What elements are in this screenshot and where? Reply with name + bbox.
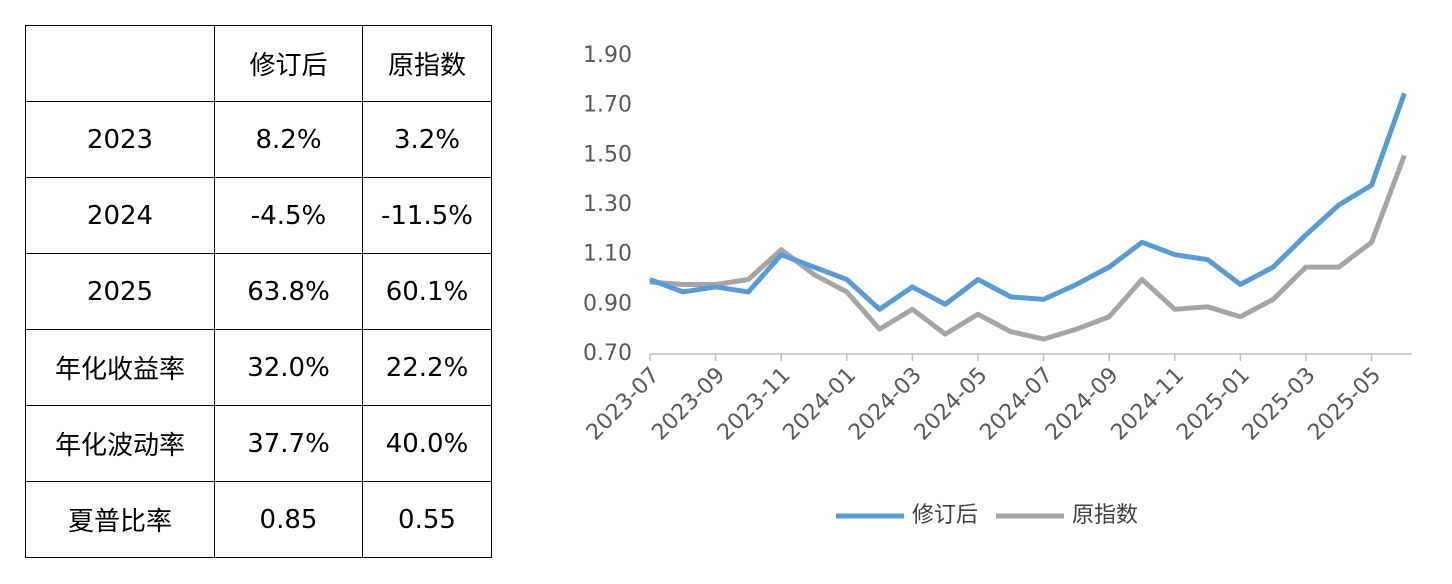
table-cell: 8.2%: [214, 101, 363, 178]
table-row: 2024 -4.5% -11.5%: [25, 177, 492, 254]
table-row: 年化波动率 37.7% 40.0%: [25, 405, 492, 482]
table-cell: 3.2%: [362, 101, 492, 178]
table-cell: 2023: [25, 101, 215, 178]
y-tick-label: 0.90: [583, 291, 632, 316]
table-cell: 夏普比率: [25, 481, 215, 558]
table-row: 2025 63.8% 60.1%: [25, 253, 492, 330]
y-tick-label: 0.70: [583, 341, 632, 366]
table-cell: [25, 25, 215, 102]
table-row: 年化收益率 32.0% 22.2%: [25, 329, 492, 406]
table-row: 2023 8.2% 3.2%: [25, 101, 492, 178]
table-cell: 年化收益率: [25, 329, 215, 406]
legend-label: 原指数: [1072, 503, 1138, 528]
y-tick-label: 1.30: [583, 192, 632, 217]
table-cell: 2025: [25, 253, 215, 330]
y-tick-label: 1.90: [583, 43, 632, 68]
table-cell: 0.85: [214, 481, 363, 558]
table-cell: 32.0%: [214, 329, 363, 406]
table-cell: 22.2%: [362, 329, 492, 406]
table-cell: 0.55: [362, 481, 492, 558]
legend-label: 修订后: [912, 503, 978, 528]
table-cell: 37.7%: [214, 405, 363, 482]
series-line: [649, 154, 1407, 342]
stats-table: 修订后 原指数 2023 8.2% 3.2% 2024 -4.5% -11.5% 2025 63.…: [25, 25, 492, 558]
table-cell: 63.8%: [214, 253, 363, 330]
y-tick-label: 1.50: [583, 142, 632, 167]
y-tick-label: 1.10: [583, 242, 632, 267]
table-cell: 2024: [25, 177, 215, 254]
table-row: 夏普比率 0.85 0.55: [25, 481, 492, 558]
table-cell: -11.5%: [362, 177, 492, 254]
series-line: [649, 92, 1407, 312]
table-cell: -4.5%: [214, 177, 363, 254]
table-cell: 年化波动率: [25, 405, 215, 482]
x-tick-label: 2025-05: [1303, 363, 1386, 446]
y-tick-label: 1.70: [583, 93, 632, 118]
table-cell: 60.1%: [362, 253, 492, 330]
